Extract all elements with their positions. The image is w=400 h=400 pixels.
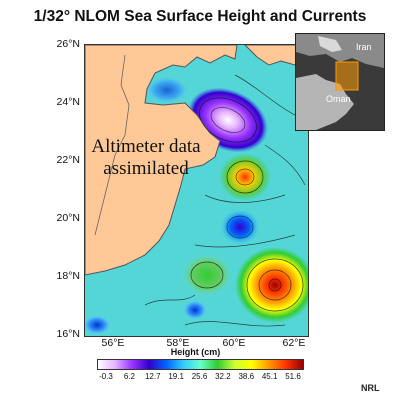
colorbar-tick-label: 25.6 <box>191 372 208 381</box>
inset-peninsula <box>318 36 342 52</box>
colorbar <box>97 359 304 370</box>
colorbar-tick-label: 32.2 <box>215 372 231 381</box>
lon-tick: 60°E <box>222 337 246 349</box>
cyclonic-eddy-middle <box>220 209 260 245</box>
colorbar-tick-label: 6.2 <box>123 372 135 381</box>
colorbar-tick-label: 12.7 <box>144 372 161 381</box>
lat-tick: 18°N <box>56 270 80 282</box>
border-line <box>94 54 130 236</box>
inset-region-box <box>335 61 359 91</box>
lon-tick: 62°E <box>282 337 306 349</box>
credit-label: NRL <box>361 383 380 393</box>
cold-patch-southwest <box>85 315 111 335</box>
colorbar-title: Height (cm) <box>170 347 221 357</box>
cold-patch-south <box>183 300 207 320</box>
locator-inset-map: Iran Oman <box>295 33 385 131</box>
anticyclonic-eddy-south <box>235 247 308 323</box>
colorbar-tick-label: 19.1 <box>168 372 184 381</box>
cold-patch-gulf <box>145 76 189 104</box>
current-vectors <box>144 74 306 327</box>
lat-tick: 24°N <box>56 96 80 108</box>
annotation-line: Altimeter data <box>91 136 201 157</box>
lat-tick: 16°N <box>56 328 80 340</box>
chart-title: 1/32° NLOM Sea Surface Height and Curren… <box>33 8 367 25</box>
lat-tick: 22°N <box>56 154 80 166</box>
colorbar-tick-label: 51.6 <box>285 372 301 381</box>
lat-tick: 26°N <box>56 38 80 50</box>
inset-iran-land <box>296 34 384 68</box>
inset-label-iran: Iran <box>356 42 372 52</box>
colorbar-tick-label: 38.6 <box>238 372 255 381</box>
warm-patch-southwest <box>181 253 233 297</box>
colorbar-tick-label: 45.1 <box>261 372 278 381</box>
ssh-map <box>84 44 309 337</box>
lat-tick: 20°N <box>56 212 80 224</box>
colorbar-tick-label: -0.3 <box>99 372 113 381</box>
inset-label-oman: Oman <box>326 94 351 104</box>
annotation-line: assimilated <box>103 158 189 179</box>
lon-tick: 58°E <box>166 337 190 349</box>
lon-tick: 56°E <box>101 337 125 349</box>
oman-landmass <box>85 45 238 276</box>
altimeter-annotation: Altimeter data assimilated <box>86 136 206 180</box>
iran-landmass <box>244 45 308 72</box>
anticyclonic-eddy-middle <box>219 153 271 201</box>
